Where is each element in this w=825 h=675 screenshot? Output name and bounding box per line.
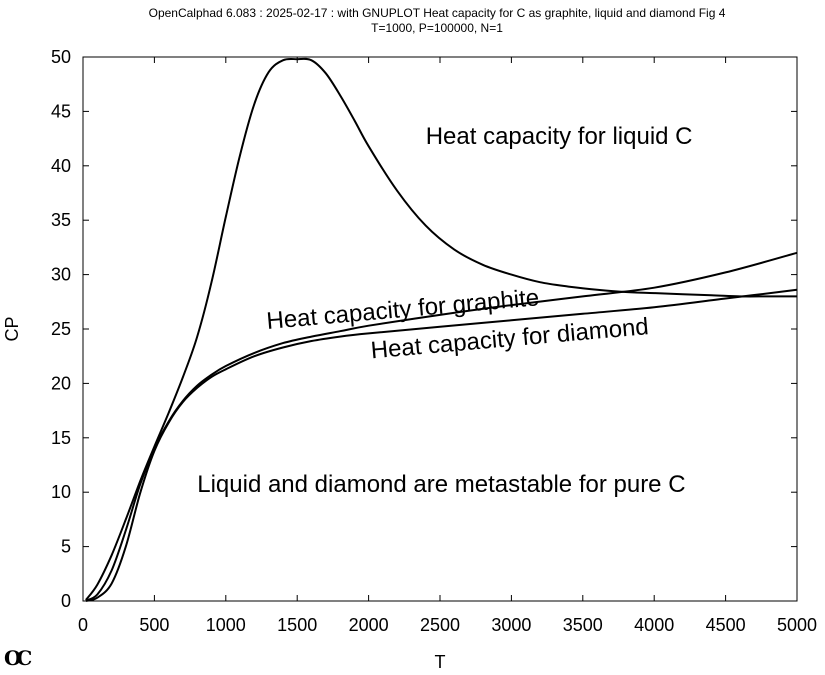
y-tick-label: 45 [51, 101, 71, 121]
annotation-label: Liquid and diamond are metastable for pu… [197, 471, 685, 498]
plot-curves [85, 57, 798, 602]
y-tick-label: 0 [61, 591, 71, 611]
oc-logo: OC [4, 646, 32, 670]
x-tick-label: 4000 [634, 615, 674, 635]
y-tick-label: 25 [51, 319, 71, 339]
x-axis-label: T [435, 652, 446, 672]
series-line-graphite [85, 251, 798, 602]
y-tick-label: 15 [51, 428, 71, 448]
x-tick-label: 1500 [277, 615, 317, 635]
annotation-label: Heat capacity for liquid C [426, 123, 693, 150]
x-tick-label: 5000 [777, 615, 817, 635]
y-tick-label: 40 [51, 156, 71, 176]
y-tick-label: 5 [61, 537, 71, 557]
x-tick-label: 4500 [706, 615, 746, 635]
x-tick-label: 3000 [491, 615, 531, 635]
series-line-diamond [85, 288, 798, 602]
y-axis-label: CP [2, 316, 22, 341]
x-tick-label: 2000 [349, 615, 389, 635]
x-tick-label: 1000 [206, 615, 246, 635]
y-axis: 0 5 10 15 20 25 30 35 40 45 50 [51, 47, 797, 611]
x-tick-label: 500 [139, 615, 169, 635]
x-tick-label: 2500 [420, 615, 460, 635]
x-axis: 0 500 1000 1500 2000 2500 3000 3500 4000 4500 5000 [78, 57, 817, 635]
chart-title-line1: OpenCalphad 6.083 : 2025-02-17 : with GN… [149, 6, 726, 20]
x-tick-label: 3500 [563, 615, 603, 635]
y-tick-label: 20 [51, 373, 71, 393]
y-tick-label: 30 [51, 265, 71, 285]
x-tick-label: 0 [78, 615, 88, 635]
y-tick-label: 10 [51, 482, 71, 502]
y-tick-label: 35 [51, 210, 71, 230]
chart-title-line2: T=1000, P=100000, N=1 [371, 21, 503, 35]
y-tick-label: 50 [51, 47, 71, 67]
